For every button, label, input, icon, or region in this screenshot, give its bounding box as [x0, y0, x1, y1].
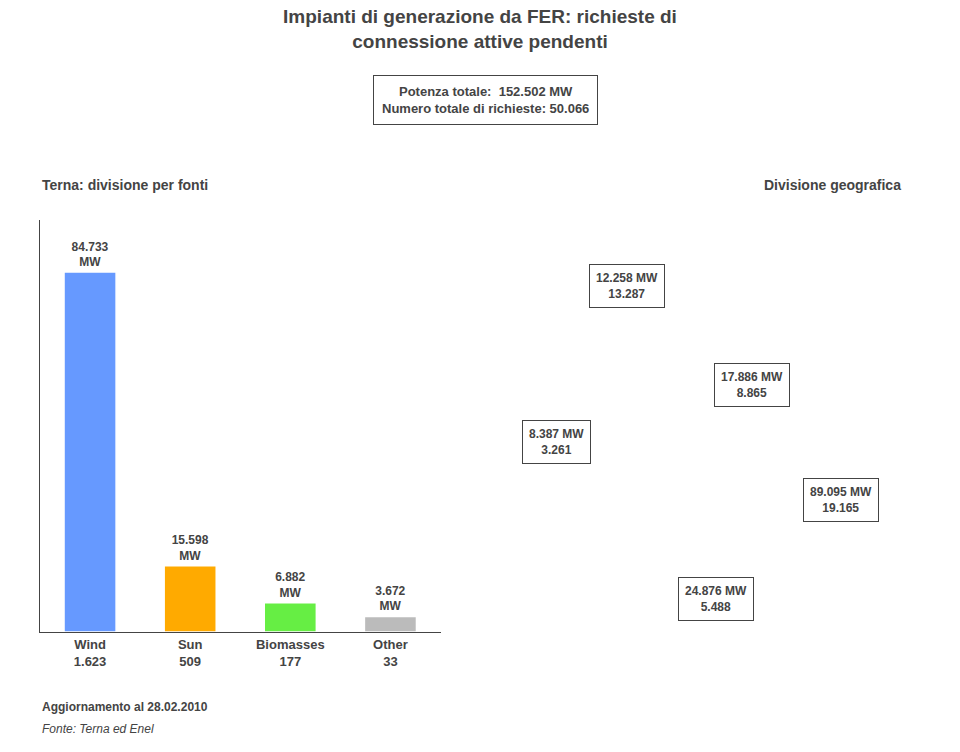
- svg-text:Divisione geografica: Divisione geografica: [764, 177, 901, 193]
- svg-text:12.258 MW13.287: 12.258 MW13.287: [596, 271, 658, 301]
- svg-text:3.672MW: 3.672MW: [375, 584, 405, 614]
- svg-text:15.598MW: 15.598MW: [172, 533, 209, 563]
- svg-text:Wind1.623: Wind1.623: [74, 637, 107, 669]
- svg-text:17.886 MW8.865: 17.886 MW8.865: [721, 370, 783, 400]
- svg-text:84.733MW: 84.733MW: [72, 240, 109, 270]
- svg-text:8.387 MW3.261: 8.387 MW3.261: [529, 427, 584, 457]
- svg-text:Aggiornamento al 28.02.2010: Aggiornamento al 28.02.2010: [42, 700, 208, 714]
- svg-text:Sun509: Sun509: [178, 637, 203, 669]
- svg-text:6.882MW: 6.882MW: [275, 570, 305, 600]
- svg-text:Impianti di generazione da FER: Impianti di generazione da FER: richiest…: [283, 6, 677, 52]
- svg-text:Biomasses177: Biomasses177: [256, 637, 325, 669]
- svg-text:Fonte: Terna ed Enel: Fonte: Terna ed Enel: [42, 722, 154, 736]
- svg-text:Terna: divisione per fonti: Terna: divisione per fonti: [42, 177, 208, 193]
- svg-text:Potenza totale: 152.502 MWNum: Potenza totale: 152.502 MWNumero totale …: [382, 84, 589, 116]
- svg-text:24.876 MW5.488: 24.876 MW5.488: [685, 584, 747, 614]
- svg-text:89.095 MW19.165: 89.095 MW19.165: [810, 485, 872, 515]
- svg-text:Other33: Other33: [373, 637, 408, 669]
